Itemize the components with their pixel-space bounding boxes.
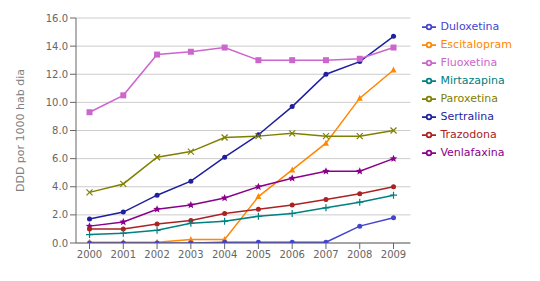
svg-text:12.0: 12.0: [46, 69, 68, 80]
html-text:Trazodona: Trazodona: [440, 128, 497, 141]
svg-text:2000: 2000: [77, 249, 102, 260]
html-text:Fluoxetina: Fluoxetina: [440, 56, 498, 69]
svg-text:16.0: 16.0: [46, 13, 68, 24]
svg-text:2005: 2005: [246, 249, 271, 260]
svg-text:10.0: 10.0: [46, 97, 68, 108]
svg-text:8.0: 8.0: [52, 125, 68, 136]
svg-text:2006: 2006: [279, 249, 304, 260]
svg-text:4.0: 4.0: [52, 181, 68, 192]
svg-text:2.0: 2.0: [52, 209, 68, 220]
svg-text:2002: 2002: [144, 249, 169, 260]
svg-text:2004: 2004: [212, 249, 237, 260]
html-text:Sertralina: Sertralina: [440, 110, 495, 123]
svg-text:0.0: 0.0: [52, 238, 68, 249]
svg-text:2003: 2003: [178, 249, 203, 260]
svg-text:2001: 2001: [111, 249, 136, 260]
svg-text:2008: 2008: [347, 249, 372, 260]
html-text:Mirtazapina: Mirtazapina: [440, 74, 505, 87]
svg-text:2007: 2007: [313, 249, 338, 260]
svg-text:2009: 2009: [381, 249, 406, 260]
svg-text:6.0: 6.0: [52, 153, 68, 164]
html-text:Paroxetina: Paroxetina: [440, 92, 498, 105]
html-text:Escitalopram: Escitalopram: [440, 38, 512, 51]
html-text:Duloxetina: Duloxetina: [440, 20, 500, 33]
svg-text:DDD por 1000 hab dia: DDD por 1000 hab dia: [14, 69, 27, 192]
html-text:Venlafaxina: Venlafaxina: [440, 146, 505, 159]
svg-text:14.0: 14.0: [46, 41, 68, 52]
